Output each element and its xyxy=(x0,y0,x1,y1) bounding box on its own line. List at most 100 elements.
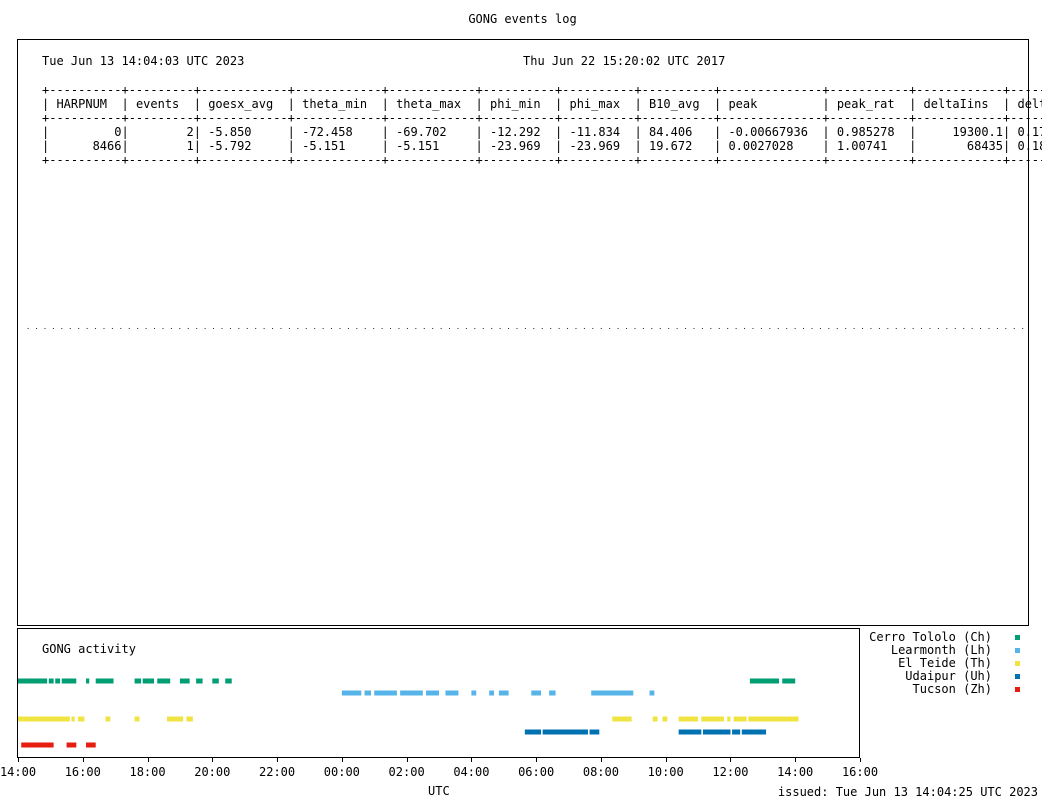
table-row: | 0| 2| -5.850 | -72.458 | -69.702 | -12… xyxy=(42,125,1042,139)
legend-label: Tucson (Zh) xyxy=(912,682,992,696)
x-tick-label: 20:00 xyxy=(194,765,231,779)
x-tick xyxy=(730,758,732,762)
x-tick-label: 00:00 xyxy=(323,765,360,779)
column-header: theta_max xyxy=(396,97,476,111)
activity-segment xyxy=(134,678,142,684)
x-tick xyxy=(341,758,343,762)
column-divider: | xyxy=(822,97,837,111)
x-tick xyxy=(536,758,538,762)
activity-segment xyxy=(702,729,731,735)
column-divider: | xyxy=(909,97,924,111)
page-title: GONG events log xyxy=(468,12,577,26)
activity-segment xyxy=(86,742,96,748)
activity-segment xyxy=(18,678,48,684)
activity-segment xyxy=(471,690,477,696)
issued-timestamp: issued: Tue Jun 13 14:04:25 UTC 2023 xyxy=(777,785,1038,799)
table-cell: -5.792 xyxy=(208,139,288,153)
activity-segment xyxy=(489,690,495,696)
column-header: phi_min xyxy=(490,97,556,111)
legend-label: El Teide (Th) xyxy=(898,656,992,670)
x-tick-label: 14:00 xyxy=(777,765,814,779)
column-header: peak xyxy=(728,97,823,111)
x-tick xyxy=(18,758,19,762)
column-divider: | xyxy=(287,97,303,111)
activity-segment xyxy=(157,678,171,684)
table-cell: -12.292 xyxy=(490,125,556,139)
column-header: goesx_avg xyxy=(208,97,288,111)
column-header: deltahist xyxy=(1017,97,1042,111)
table-cell: 19300.1 xyxy=(923,125,1004,139)
activity-segment xyxy=(374,690,397,696)
legend-swatch xyxy=(1015,674,1020,679)
column-divider: | xyxy=(1003,97,1018,111)
column-divider: | xyxy=(121,97,136,111)
table-row: | 8466| 1| -5.792 | -5.151 | -5.151 | -2… xyxy=(42,139,1042,153)
activity-segment xyxy=(77,716,85,722)
activity-segment xyxy=(727,716,731,722)
activity-segment xyxy=(542,729,588,735)
x-tick-label: 12:00 xyxy=(712,765,749,779)
activity-segment xyxy=(732,729,741,735)
legend-label: Cerro Tololo (Ch) xyxy=(869,630,992,644)
x-tick-label: 16:00 xyxy=(841,765,879,779)
left-date: Tue Jun 13 14:04:03 UTC 2023 xyxy=(42,54,245,68)
activity-segment xyxy=(61,678,77,684)
activity-segment xyxy=(741,729,767,735)
series-el xyxy=(18,716,799,722)
x-tick-label: 02:00 xyxy=(388,765,425,779)
table-cell: 2 xyxy=(135,125,194,139)
activity-segment xyxy=(549,690,556,696)
x-tick xyxy=(665,758,667,762)
x-tick-label: 06:00 xyxy=(518,765,555,779)
x-tick-label: 08:00 xyxy=(582,765,619,779)
table-cell: 0 xyxy=(56,125,122,139)
legend-swatch xyxy=(1015,687,1020,692)
activity-segment xyxy=(445,690,459,696)
column-header: events xyxy=(135,97,194,111)
activity-segment xyxy=(212,678,219,684)
activity-segment xyxy=(21,742,54,748)
activity-segment xyxy=(86,678,90,684)
column-divider: | xyxy=(381,97,397,111)
activity-segment xyxy=(105,716,111,722)
legend-swatch xyxy=(1015,648,1020,653)
x-tick xyxy=(212,758,214,762)
activity-segment xyxy=(196,678,203,684)
legend-label: Learmonth (Lh) xyxy=(890,643,992,657)
activity-segment xyxy=(341,690,362,696)
table-cell: 0.985278 xyxy=(836,125,910,139)
activity-segment xyxy=(498,690,509,696)
x-tick-label: 16:00 xyxy=(64,765,101,779)
activity-segment xyxy=(733,716,747,722)
table-cell: -23.969 xyxy=(490,139,556,153)
dotted-separator: . . . . . . . . . . . . . . . . . . . . … xyxy=(26,323,1025,331)
events-log-panel xyxy=(17,39,1029,626)
table-cell: -5.850 xyxy=(208,125,288,139)
x-tick xyxy=(406,758,408,762)
table-cell: 84.406 xyxy=(648,125,714,139)
table-cell: 19.672 xyxy=(648,139,714,153)
activity-segment xyxy=(749,678,780,684)
x-axis-label: UTC xyxy=(428,784,450,798)
activity-segment xyxy=(55,678,61,684)
table-cell: -5.151 xyxy=(302,139,382,153)
column-header: deltaIins xyxy=(923,97,1004,111)
activity-segment xyxy=(225,678,232,684)
column-header: HARPNUM xyxy=(56,97,122,111)
legend-swatch xyxy=(1015,661,1020,666)
x-tick-label: 14:00 xyxy=(0,765,37,779)
activity-segment xyxy=(142,678,155,684)
x-tick-label: 18:00 xyxy=(129,765,166,779)
activity-segment xyxy=(166,716,184,722)
activity-segment xyxy=(591,690,634,696)
table-cell: -5.151 xyxy=(396,139,476,153)
table-cell: 0.0027028 xyxy=(728,139,823,153)
x-tick xyxy=(860,758,861,762)
legend-swatch xyxy=(1015,635,1020,640)
table-cell: -69.702 xyxy=(396,125,476,139)
table-cell: 1.00741 xyxy=(836,139,910,153)
x-tick-label: 10:00 xyxy=(647,765,684,779)
activity-segment xyxy=(364,690,371,696)
activity-segment xyxy=(186,716,193,722)
activity-segment xyxy=(701,716,724,722)
